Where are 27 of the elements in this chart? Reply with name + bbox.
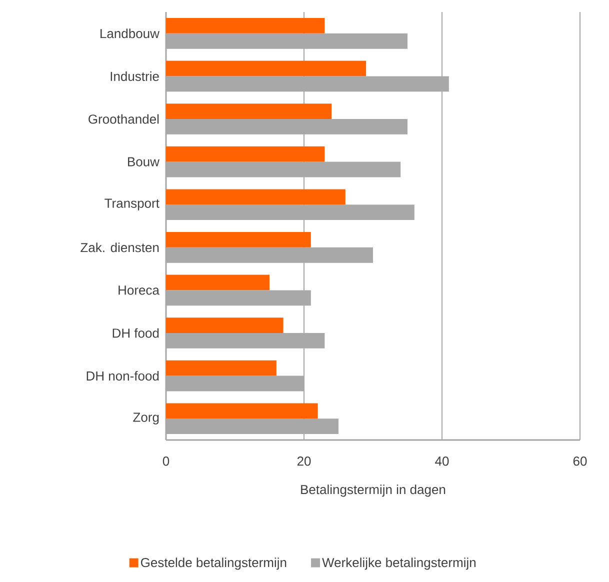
x-tick-label: 60 — [573, 456, 587, 466]
bar — [166, 403, 318, 419]
bar — [166, 104, 332, 120]
legend-label: Werkelijke betalingstermijn — [322, 558, 476, 570]
y-tick-label: Groothandel — [88, 114, 159, 124]
bar — [166, 18, 325, 34]
bar — [166, 60, 366, 76]
bar — [166, 232, 311, 248]
y-tick-label: Horeca — [118, 286, 160, 295]
y-tick-label: Landbouw — [100, 28, 160, 38]
x-axis-title: Betalingstermijn in dagen — [301, 484, 446, 497]
bar — [166, 318, 284, 334]
y-tick-label: Transport — [104, 198, 160, 210]
legend-label: Gestelde betalingstermijn — [140, 558, 286, 570]
x-tick-label: 40 — [435, 456, 449, 466]
y-tick-label: Bouw — [128, 157, 160, 166]
x-tick-label: 20 — [297, 456, 311, 466]
x-tick-label: 0 — [162, 456, 170, 466]
y-tick-label: DH non-food — [86, 371, 159, 381]
y-tick-label: Zak. diensten — [80, 242, 159, 252]
y-tick-label: Industrie — [110, 71, 159, 81]
y-tick-label: Zorg — [133, 412, 159, 424]
bar — [166, 189, 346, 205]
bar — [166, 146, 325, 162]
bar — [166, 274, 270, 290]
bar — [166, 360, 276, 376]
y-tick-label: DH food — [112, 328, 159, 338]
